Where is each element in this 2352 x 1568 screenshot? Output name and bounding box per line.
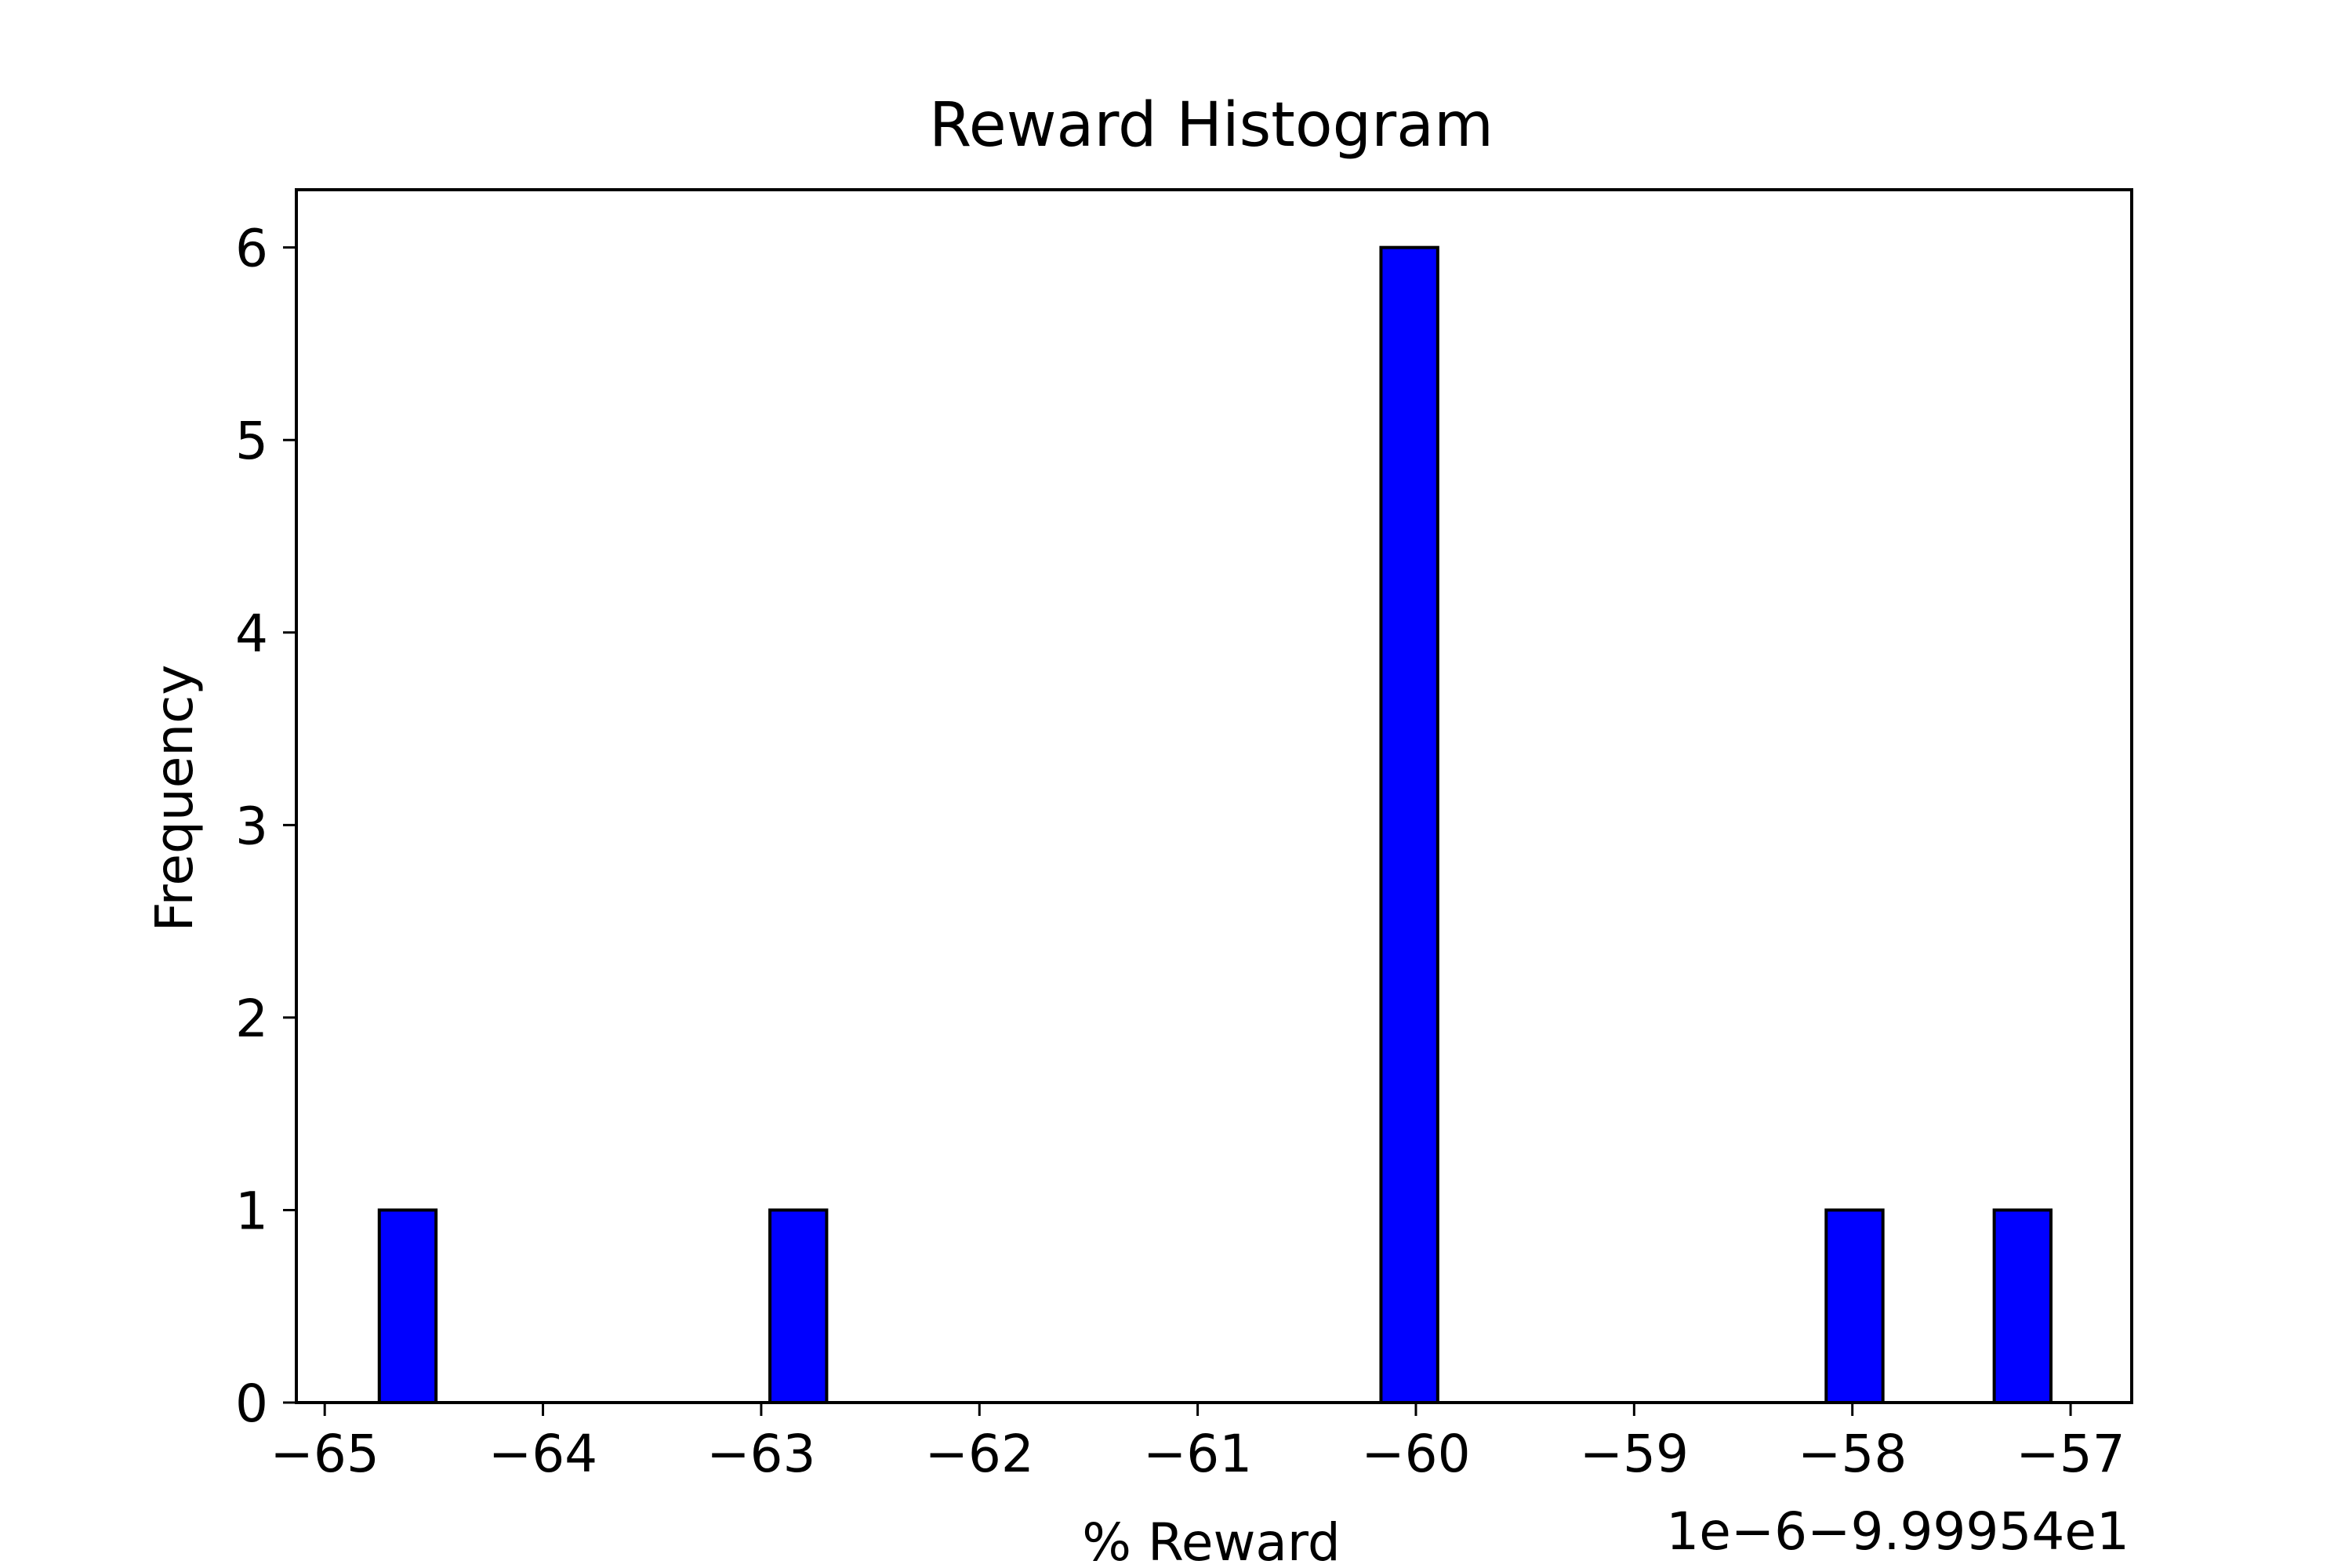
x-tick-label: −63	[706, 1424, 815, 1484]
histogram-bar-2	[768, 1208, 829, 1405]
x-tick-label: −59	[1580, 1424, 1689, 1484]
y-tick-label: 6	[235, 219, 268, 279]
y-tick-label: 5	[235, 411, 268, 471]
y-tick-label: 1	[235, 1181, 268, 1241]
histogram-bar-1	[377, 1208, 438, 1405]
x-axis-ticks: −65 −64 −63 −62 −61 −60 −59 −58 −57	[270, 1403, 2125, 1484]
histogram-bar-3	[1379, 245, 1439, 1405]
x-tick-label: −58	[1798, 1424, 1907, 1484]
bars-group	[377, 245, 2053, 1405]
x-tick-label: −61	[1143, 1424, 1252, 1484]
axis-offset-text: 1e−6−9.99954e1	[1666, 1501, 2129, 1562]
plot-frame	[295, 188, 2133, 1404]
histogram-bar-5	[1992, 1208, 2053, 1405]
x-axis-label: % Reward	[1082, 1512, 1340, 1568]
y-axis-ticks: 0 1 2 3 4 5 6	[235, 219, 296, 1434]
y-tick-label: 2	[235, 989, 268, 1049]
x-tick-label: −62	[925, 1424, 1034, 1484]
histogram-bar-4	[1824, 1208, 1885, 1405]
y-tick-label: 3	[235, 796, 268, 856]
y-axis-label: Frequency	[144, 665, 205, 932]
x-tick-label: −57	[2016, 1424, 2125, 1484]
x-tick-label: −64	[488, 1424, 597, 1484]
x-tick-label: −60	[1361, 1424, 1470, 1484]
y-tick-label: 0	[235, 1374, 268, 1434]
x-tick-label: −65	[270, 1424, 379, 1484]
chart-title: Reward Histogram	[929, 90, 1494, 161]
y-tick-label: 4	[235, 604, 268, 664]
